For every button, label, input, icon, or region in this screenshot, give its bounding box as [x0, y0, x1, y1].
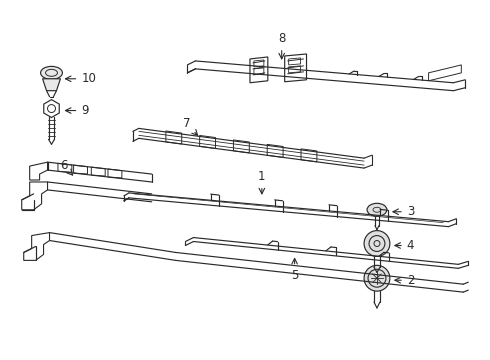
- Text: 7: 7: [183, 117, 197, 135]
- Text: 1: 1: [258, 170, 266, 194]
- Circle shape: [364, 265, 390, 291]
- Text: 2: 2: [395, 274, 414, 287]
- Ellipse shape: [41, 66, 62, 79]
- Polygon shape: [43, 79, 60, 91]
- Text: 3: 3: [393, 205, 414, 218]
- Text: 6: 6: [60, 159, 73, 175]
- Text: 4: 4: [395, 239, 414, 252]
- Text: 9: 9: [66, 104, 89, 117]
- Text: 10: 10: [66, 72, 96, 85]
- Circle shape: [364, 231, 390, 256]
- Ellipse shape: [367, 203, 387, 216]
- Text: 5: 5: [291, 258, 298, 282]
- Text: 8: 8: [278, 32, 285, 59]
